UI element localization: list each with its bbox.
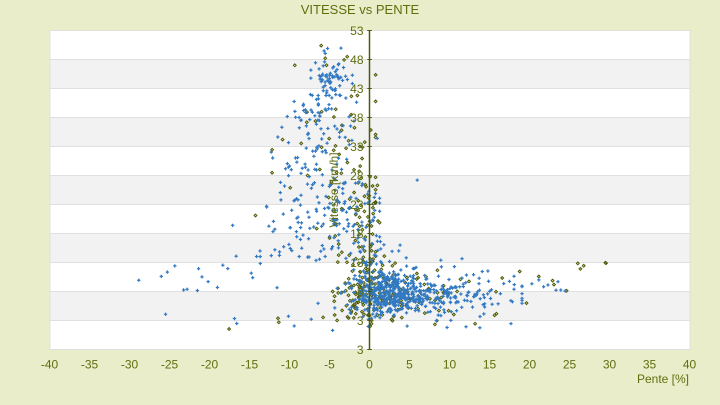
svg-text:53: 53 [350,24,364,38]
svg-text:8: 8 [357,285,364,299]
svg-text:-5: -5 [324,358,335,372]
svg-text:43: 43 [350,82,364,96]
svg-text:25: 25 [563,358,577,372]
svg-text:3: 3 [357,343,364,357]
svg-text:-35: -35 [81,358,99,372]
svg-text:10: 10 [443,358,457,372]
svg-text:18: 18 [350,227,364,241]
svg-text:-40: -40 [41,358,59,372]
svg-text:13: 13 [350,256,364,270]
svg-text:23: 23 [350,198,364,212]
svg-text:30: 30 [603,358,617,372]
svg-text:35: 35 [643,358,657,372]
svg-text:Pente [%]: Pente [%] [637,372,689,386]
svg-text:VITESSE vs PENTE: VITESSE vs PENTE [301,2,420,17]
svg-text:33: 33 [350,140,364,154]
svg-text:38: 38 [350,111,364,125]
svg-text:15: 15 [483,358,497,372]
svg-text:3: 3 [357,314,364,328]
svg-text:28: 28 [350,169,364,183]
svg-text:40: 40 [683,358,697,372]
svg-text:-30: -30 [121,358,139,372]
svg-text:Vitesse [km/h]: Vitesse [km/h] [327,152,341,227]
svg-text:20: 20 [523,358,537,372]
svg-text:-25: -25 [161,358,179,372]
svg-text:-15: -15 [241,358,259,372]
svg-text:5: 5 [406,358,413,372]
svg-text:48: 48 [350,53,364,67]
svg-text:0: 0 [366,358,373,372]
svg-text:-20: -20 [201,358,219,372]
svg-text:-10: -10 [281,358,299,372]
